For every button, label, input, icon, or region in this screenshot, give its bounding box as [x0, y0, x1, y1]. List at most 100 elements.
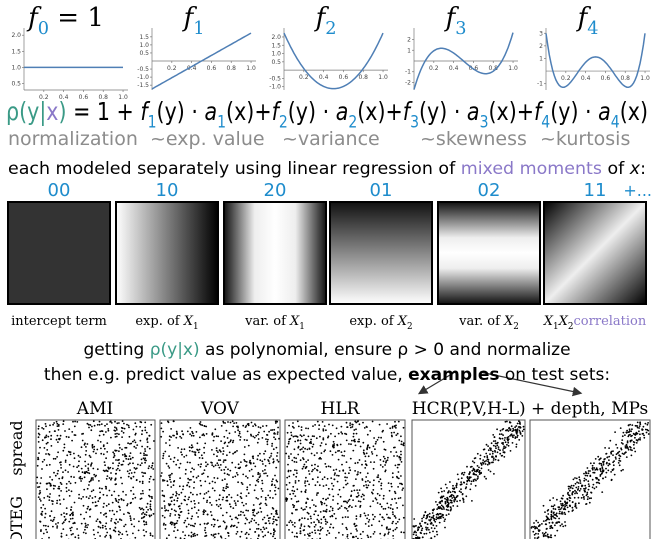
scatter-dot	[494, 458, 497, 461]
scatter-dot	[566, 506, 569, 509]
scatter-dot	[119, 518, 121, 521]
scatter-dot	[39, 490, 41, 492]
scatter-dot	[320, 442, 323, 444]
scatter-dot	[554, 508, 557, 511]
scatter-dot	[480, 471, 482, 474]
scatter-dot	[48, 499, 51, 501]
y-tick-label: 1.5	[271, 42, 281, 49]
scatter-dot	[492, 444, 495, 447]
scatter-dot	[113, 521, 116, 524]
scatter-dot	[215, 499, 218, 502]
scatter-dot	[562, 494, 564, 497]
scatter-dot	[105, 504, 108, 507]
scatter-dot	[465, 495, 468, 498]
scatter-dot	[217, 505, 220, 508]
scatter-dot	[143, 513, 146, 516]
scatter-dot	[497, 446, 500, 448]
scatter-dot	[293, 522, 296, 524]
scatter-dot	[57, 487, 60, 490]
scatter-dot	[249, 484, 251, 486]
scatter-dot	[199, 465, 202, 468]
scatter-dot	[379, 478, 382, 481]
scatter-dot	[514, 436, 517, 438]
scatter-dot	[310, 452, 313, 455]
scatter-dot	[88, 472, 91, 475]
text-part: a	[467, 97, 480, 126]
scatter-dot	[186, 503, 188, 506]
scatter-dot	[443, 490, 446, 492]
scatter-dot	[56, 502, 58, 505]
scatter-dot	[318, 428, 320, 430]
scatter-dot	[507, 430, 510, 432]
scatter-dot	[516, 434, 519, 437]
scatter-dot	[323, 450, 326, 453]
scatter-dot	[639, 437, 641, 439]
scatter-dot	[308, 473, 311, 475]
scatter-dot	[291, 512, 294, 515]
scatter-dot	[391, 522, 394, 525]
scatter-dot	[327, 465, 330, 468]
scatter-dot	[193, 532, 196, 535]
scatter-dot	[277, 460, 280, 463]
x-tick-label: 0.2	[299, 74, 309, 81]
scatter-dot	[550, 517, 553, 520]
scatter-dot	[233, 500, 236, 502]
scatter-dot	[236, 526, 238, 529]
moment-image	[115, 201, 219, 305]
text-part: (x)	[620, 97, 648, 126]
scatter-dot	[229, 505, 232, 508]
scatter-dot	[449, 506, 452, 509]
scatter-dot	[41, 439, 44, 442]
scatter-dot	[120, 463, 123, 466]
scatter-dot	[352, 449, 355, 452]
scatter-dot	[139, 421, 142, 423]
scatter-dot	[470, 480, 473, 483]
scatter-dot	[608, 455, 611, 458]
scatter-dot	[394, 492, 397, 495]
scatter-dot	[146, 454, 148, 457]
scatter-dot	[197, 502, 200, 504]
scatter-dot	[387, 456, 389, 459]
scatter-dot	[194, 453, 197, 456]
scatter-dot	[110, 422, 113, 424]
scatter-dot	[610, 452, 613, 455]
scatter-panel	[411, 419, 526, 539]
y-tick-label: -1.5	[137, 82, 149, 89]
scatter-dot	[253, 519, 256, 522]
scatter-dot	[519, 423, 522, 425]
scatter-dot	[621, 452, 624, 455]
scatter-dot	[287, 463, 289, 466]
scatter-dot	[257, 527, 260, 530]
arrow	[479, 371, 583, 397]
scatter-dot	[512, 429, 515, 432]
scatter-dot	[325, 465, 328, 468]
scatter-dot	[635, 439, 638, 441]
scatter-dot	[111, 501, 114, 504]
scatter-dot	[108, 477, 111, 479]
scatter-dot	[74, 536, 77, 539]
scatter-dot	[185, 525, 188, 528]
scatter-dot	[242, 511, 245, 514]
y-tick-label: 1.0	[11, 64, 21, 71]
scatter-dot	[180, 448, 183, 451]
scatter-dot	[511, 442, 514, 444]
scatter-dot	[312, 443, 315, 446]
scatter-dot	[349, 469, 352, 472]
scatter-dot	[294, 469, 296, 471]
scatter-dot	[331, 482, 333, 485]
scatter-dot	[487, 460, 489, 463]
scatter-dot	[355, 421, 358, 424]
scatter-dot	[80, 446, 83, 449]
scatter-dot	[544, 531, 547, 534]
scatter-dot	[217, 435, 220, 438]
scatter-dot	[382, 494, 385, 497]
scatter-dot	[305, 489, 307, 491]
scatter-dot	[212, 525, 215, 528]
scatter-dot	[387, 531, 390, 534]
scatter-dot	[345, 526, 348, 529]
scatter-dot	[354, 505, 357, 507]
scatter-dot	[255, 521, 257, 524]
scatter-dot	[464, 487, 467, 490]
scatter-dot	[82, 531, 85, 534]
scatter-dot	[305, 439, 308, 441]
